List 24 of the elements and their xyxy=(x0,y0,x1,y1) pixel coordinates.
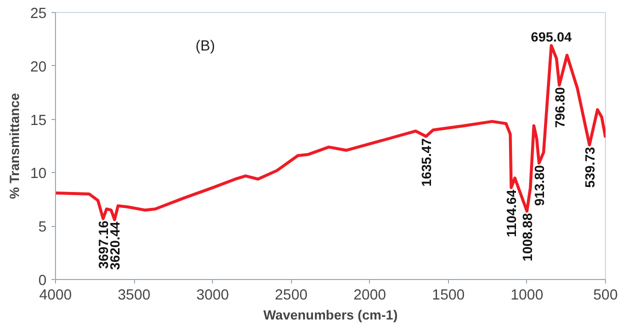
y-tick-label: 20 xyxy=(30,59,47,76)
annotation: 1635.47 xyxy=(419,138,434,187)
x-tick-label: 500 xyxy=(593,288,618,304)
annotation: 539.73 xyxy=(582,146,598,188)
annotation: 1104.64 xyxy=(504,189,520,238)
annotation: 913.80 xyxy=(532,165,548,206)
y-tick-label: 5 xyxy=(38,220,47,236)
y-tick-label: 10 xyxy=(30,166,47,182)
x-tick-label: 3500 xyxy=(118,288,150,304)
x-tick-label: 4000 xyxy=(39,288,72,304)
annotation: 796.80 xyxy=(552,87,568,128)
x-tick-label: 2000 xyxy=(353,288,386,304)
x-tick-label: 3000 xyxy=(196,288,229,304)
y-tick-label: 15 xyxy=(30,112,47,129)
x-tick-label: 2500 xyxy=(274,288,308,304)
x-tick-label: 1000 xyxy=(510,288,544,304)
x-tick-label: 1500 xyxy=(432,288,465,304)
y-axis-title: % Transmittance xyxy=(7,93,22,199)
y-tick-label: 0 xyxy=(38,273,47,289)
x-axis-title: Wavenumbers (cm-1) xyxy=(263,308,398,322)
annotation: 1008.88 xyxy=(520,213,535,262)
y-tick-label: 25 xyxy=(30,6,47,22)
annotation: (B) xyxy=(196,38,216,54)
annotation: 695.04 xyxy=(530,30,572,45)
